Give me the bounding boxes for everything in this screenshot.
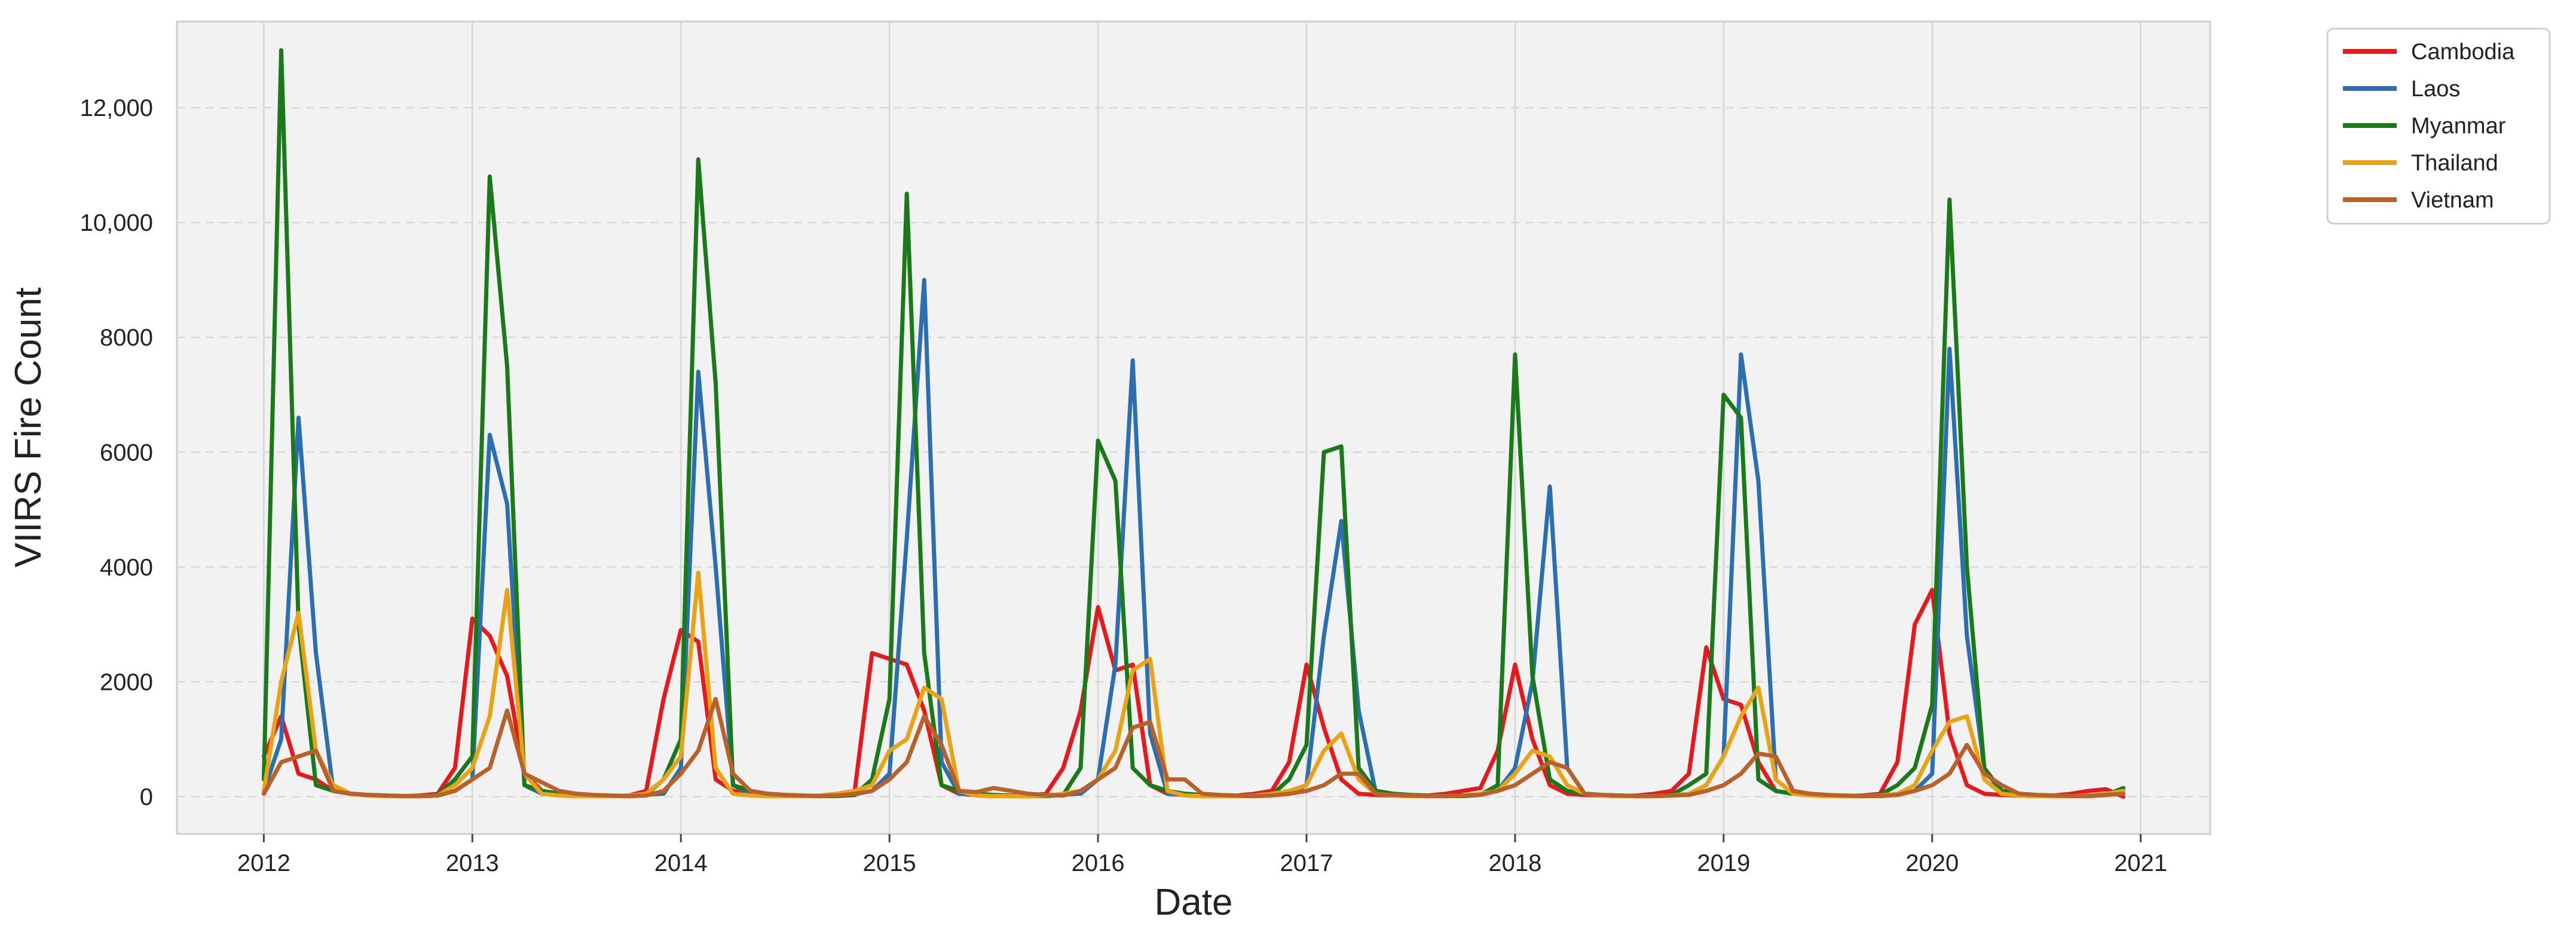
y-tick-label: 8000 xyxy=(100,325,153,351)
legend-label-myanmar: Myanmar xyxy=(2411,114,2506,139)
y-tick-label: 4000 xyxy=(100,554,153,580)
y-axis-ticks: 0 2000 4000 6000 8000 10,000 12,000 xyxy=(80,95,153,811)
x-tick-label: 2013 xyxy=(446,850,499,876)
y-axis-label: VIIRS Fire Count xyxy=(8,288,49,568)
x-tick-label: 2018 xyxy=(1488,850,1541,876)
x-tick-label: 2014 xyxy=(654,850,708,876)
y-tick-label: 6000 xyxy=(100,439,153,466)
series-line-vietnam xyxy=(261,696,2126,799)
x-tick-label: 2020 xyxy=(1905,850,1959,876)
x-tick-label: 2016 xyxy=(1072,850,1125,876)
y-tick-label: 10,000 xyxy=(80,210,153,236)
x-tick-label: 2015 xyxy=(863,850,916,876)
y-tick-label: 2000 xyxy=(100,669,153,695)
x-axis-label: Date xyxy=(1155,882,1233,923)
x-axis-ticks: 2012 2013 2014 2015 2016 2017 2018 2019 2020 2021 xyxy=(237,834,2167,876)
legend-label-vietnam: Vietnam xyxy=(2411,188,2494,213)
legend-label-cambodia: Cambodia xyxy=(2411,39,2515,65)
x-tick-label: 2017 xyxy=(1280,850,1333,876)
x-tick-label: 2012 xyxy=(237,850,290,876)
legend-box xyxy=(2326,27,2551,225)
x-tick-label: 2019 xyxy=(1697,850,1750,876)
legend-label-thailand: Thailand xyxy=(2411,151,2498,176)
y-tick-label: 0 xyxy=(140,784,153,811)
series-lines xyxy=(261,48,2126,799)
x-tick-label: 2021 xyxy=(2114,850,2167,876)
legend-label-laos: Laos xyxy=(2411,77,2460,102)
legend: Cambodia Laos Myanmar Thailand Vietnam xyxy=(2326,27,2551,225)
y-tick-label: 12,000 xyxy=(80,95,153,121)
